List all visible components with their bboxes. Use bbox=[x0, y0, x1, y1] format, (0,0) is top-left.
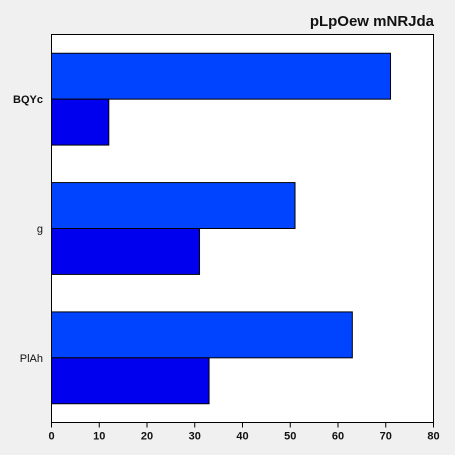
x-tick-label-20: 20 bbox=[141, 431, 153, 443]
bar-g-series-1 bbox=[51, 182, 296, 230]
bar-g-series-2 bbox=[51, 228, 201, 275]
x-tick-label-50: 50 bbox=[284, 431, 296, 443]
x-tick-label-30: 30 bbox=[189, 431, 201, 443]
bar-BQYc-series-1 bbox=[51, 52, 392, 100]
category-label-g: g bbox=[37, 224, 43, 236]
x-tick-label-10: 10 bbox=[93, 431, 105, 443]
x-tick-label-60: 60 bbox=[332, 431, 344, 443]
x-tick-label-70: 70 bbox=[380, 431, 392, 443]
x-tick-label-40: 40 bbox=[236, 431, 248, 443]
category-label-BQYc: BQYc bbox=[13, 94, 43, 106]
x-ticks-group: 0 10 20 30 40 50 60 70 80 bbox=[48, 422, 440, 443]
bar-BQYc-series-2 bbox=[51, 98, 110, 146]
category-labels-group: BQYc g PlAh bbox=[13, 94, 43, 365]
category-label-PlAh: PlAh bbox=[20, 353, 43, 365]
bar-PlAh-series-1 bbox=[51, 311, 353, 359]
bar-PlAh-series-2 bbox=[51, 357, 210, 405]
chart-title: pLpOew mNRJda bbox=[310, 13, 435, 30]
x-tick-label-0: 0 bbox=[48, 431, 54, 443]
x-tick-label-80: 80 bbox=[427, 431, 439, 443]
bars-group bbox=[51, 52, 392, 405]
